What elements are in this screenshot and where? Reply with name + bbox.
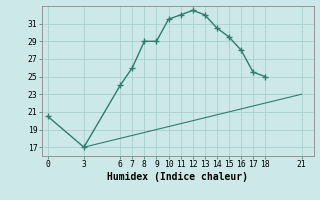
X-axis label: Humidex (Indice chaleur): Humidex (Indice chaleur) (107, 172, 248, 182)
